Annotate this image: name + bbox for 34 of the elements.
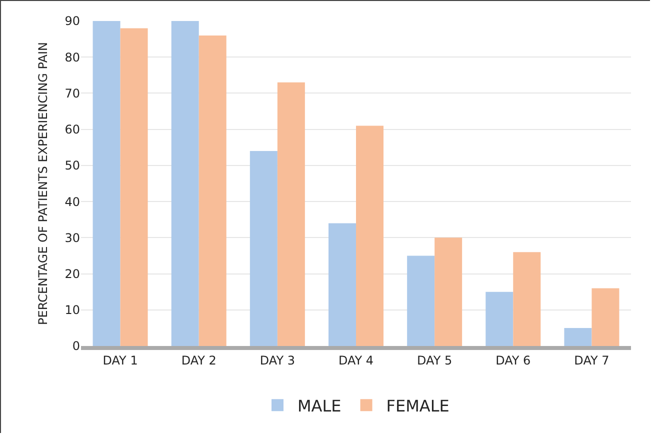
y-tick-label: 30 (64, 230, 80, 245)
bar (407, 256, 435, 346)
y-axis-title: PERCENTAGE OF PATIENTS EXPERIENCING PAIN (36, 42, 50, 325)
bar (564, 328, 592, 346)
legend-label: FEMALE (386, 396, 450, 416)
bar (250, 151, 278, 346)
y-tick-label: 50 (64, 158, 80, 173)
y-tick-label: 10 (64, 303, 80, 318)
x-tick-label: DAY 5 (417, 353, 452, 368)
y-tick-label: 40 (64, 194, 80, 209)
y-tick-label: 0 (72, 339, 80, 354)
x-tick-label: DAY 1 (102, 353, 138, 368)
bar (92, 21, 120, 346)
bar (120, 28, 148, 346)
y-tick-label: 70 (64, 86, 80, 100)
x-tick-label: DAY 4 (338, 353, 374, 368)
bar (356, 126, 384, 346)
bar (434, 238, 462, 346)
bar (328, 223, 356, 346)
y-tick-label: 60 (64, 122, 80, 137)
legend-label: MALE (298, 396, 342, 416)
x-tick-label: DAY 3 (260, 353, 295, 368)
x-tick-label: DAY 6 (496, 353, 531, 368)
y-tick-label: 80 (64, 50, 80, 64)
y-tick-label: 90 (64, 14, 80, 28)
y-tick-label: 20 (64, 266, 80, 281)
x-tick-label: DAY 7 (574, 353, 610, 368)
bar (171, 21, 199, 346)
bar (592, 288, 620, 346)
bar (513, 252, 541, 346)
bar (277, 82, 305, 346)
x-tick-label: DAY 2 (181, 353, 216, 368)
bar (198, 35, 226, 346)
bar (486, 292, 514, 346)
